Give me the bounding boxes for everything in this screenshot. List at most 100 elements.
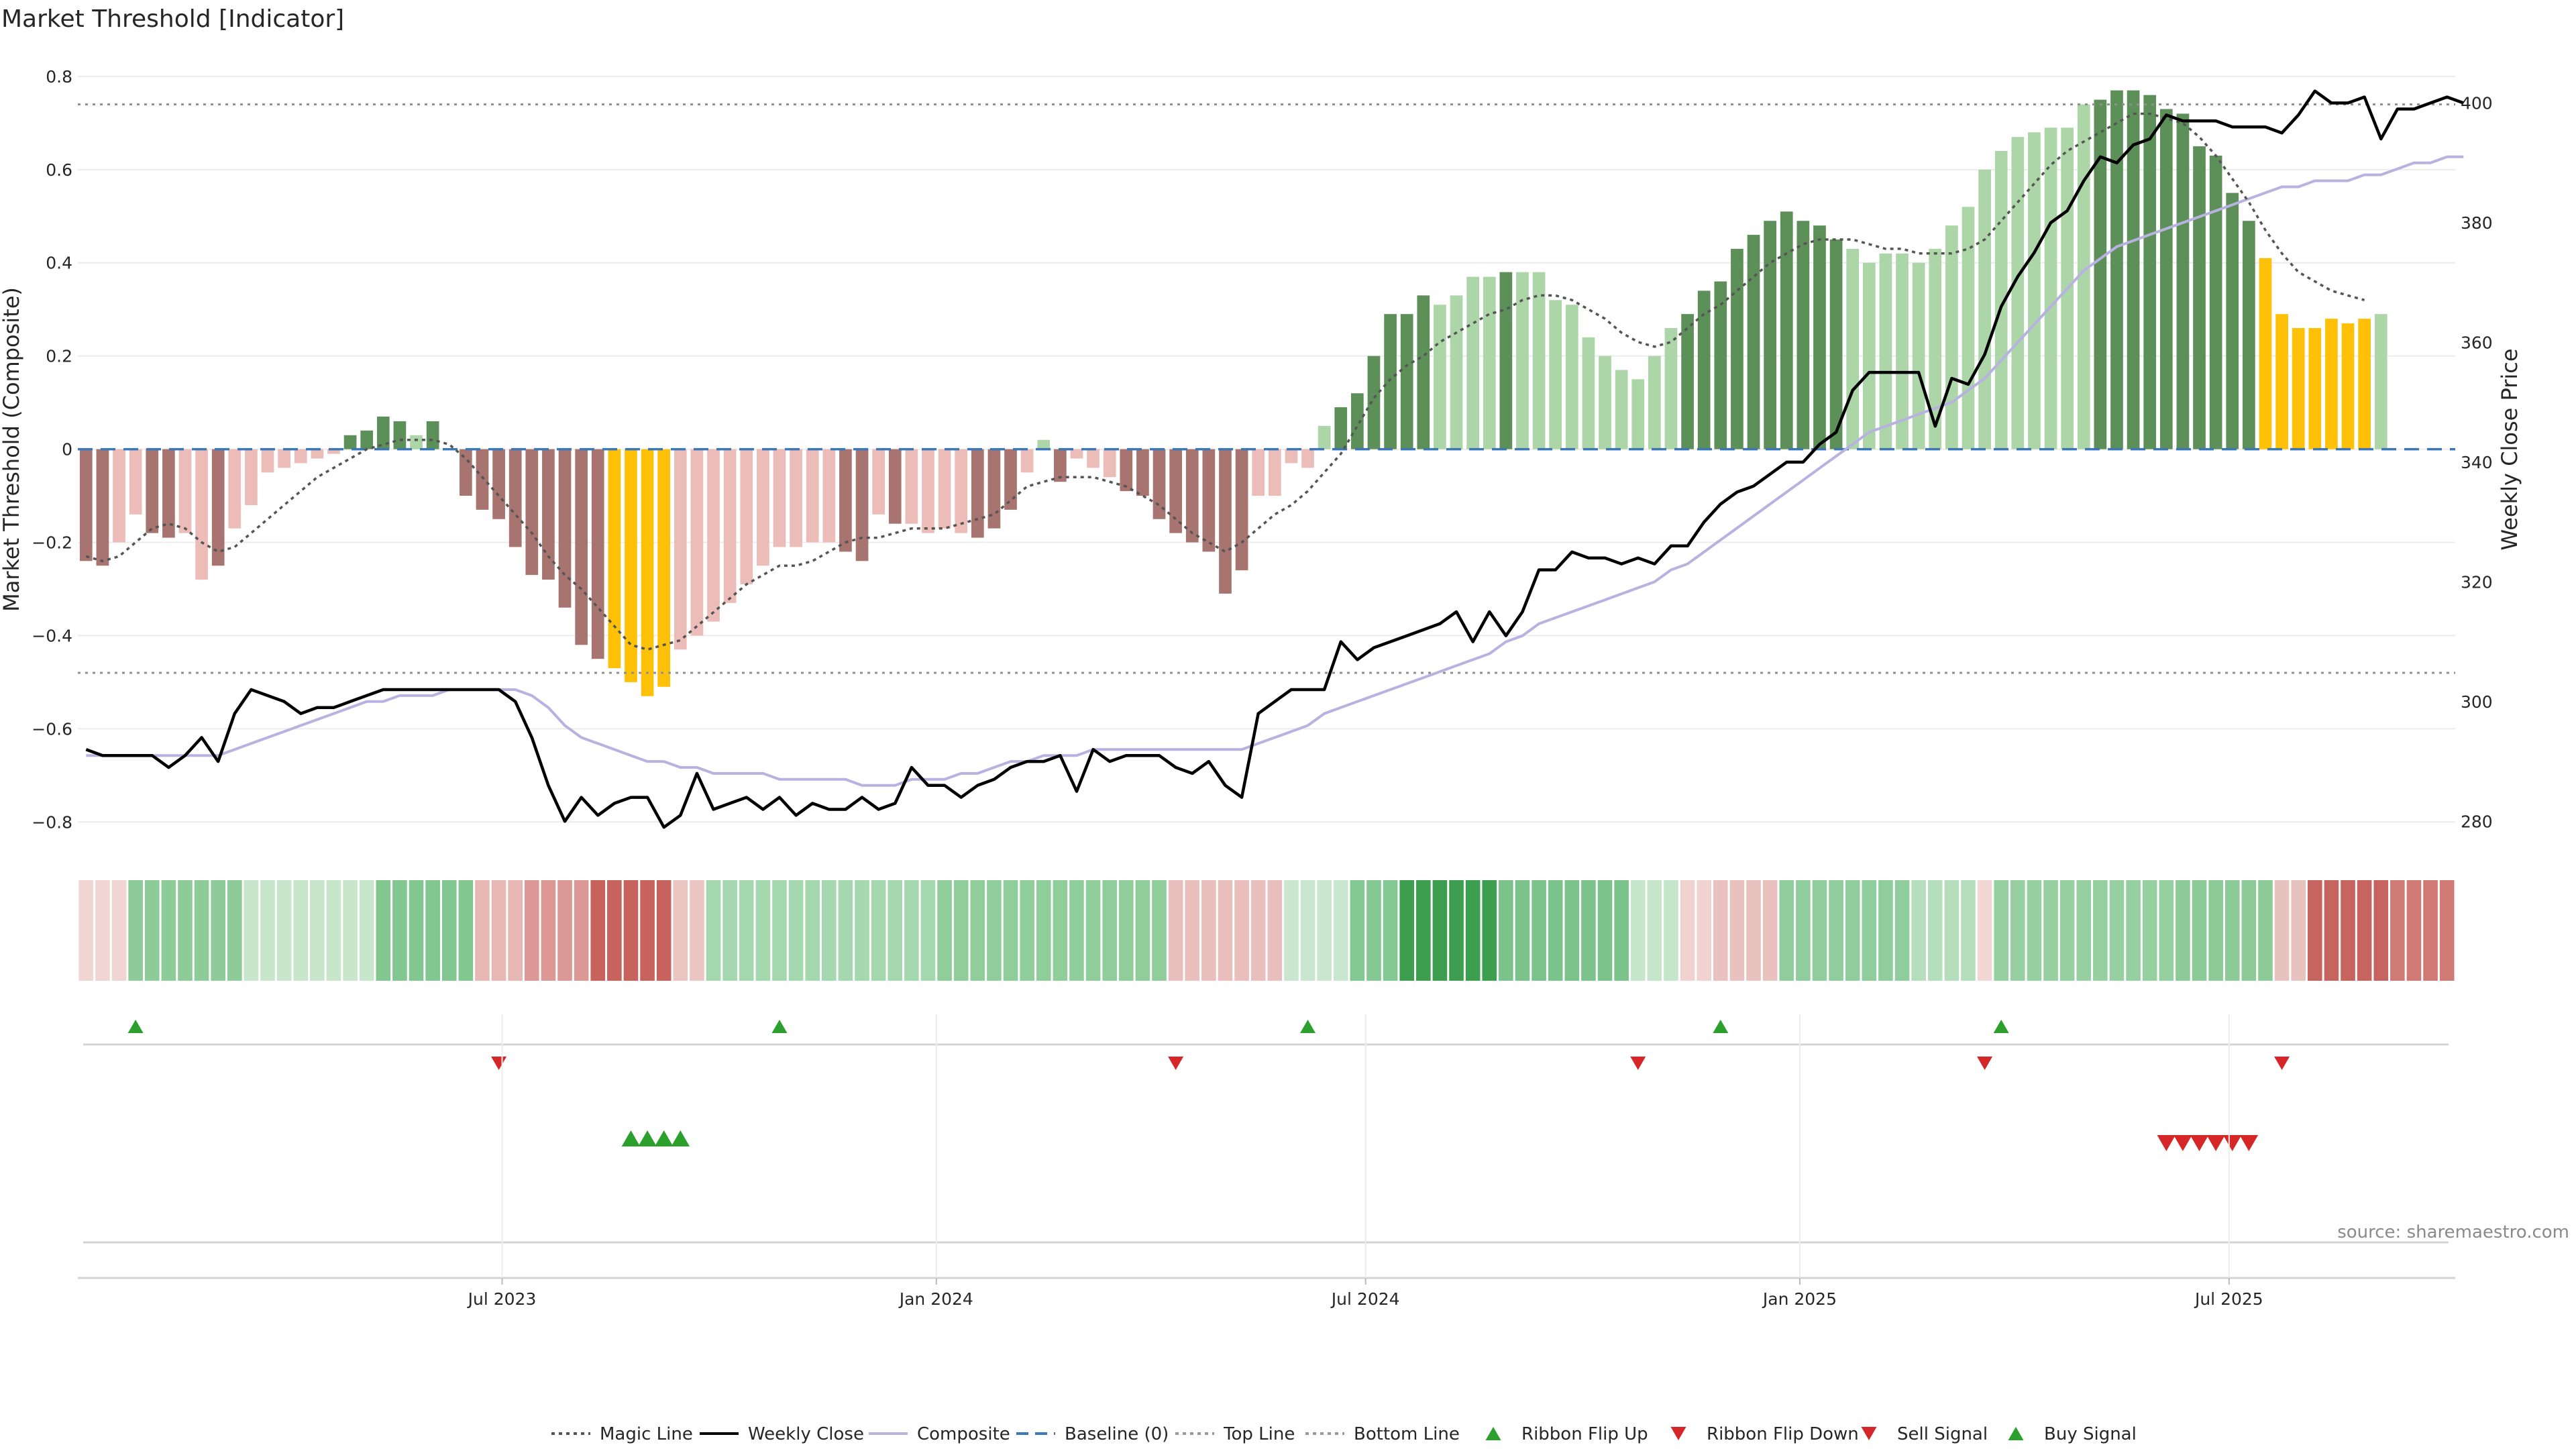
composite-bar-135 bbox=[2308, 327, 2322, 449]
composite-bar-103 bbox=[1780, 211, 1793, 449]
ribbon-cell-70 bbox=[1234, 880, 1249, 981]
composite-bar-121 bbox=[2077, 104, 2090, 449]
ribbon-cell-138 bbox=[2357, 880, 2372, 981]
ribbon-cell-53 bbox=[953, 880, 969, 981]
ribbon-cell-19 bbox=[392, 880, 407, 981]
sell-signal-marker-5 bbox=[2239, 1135, 2259, 1151]
ribbon-cell-21 bbox=[425, 880, 440, 981]
left-axis-label: Market Threshold (Composite) bbox=[0, 287, 24, 612]
ribbon-cell-106 bbox=[1829, 880, 1843, 981]
composite-bar-83 bbox=[1450, 295, 1463, 449]
ribbon-cell-0 bbox=[78, 880, 94, 981]
ribbon-cell-63 bbox=[1119, 880, 1134, 981]
ribbon-cell-68 bbox=[1201, 880, 1216, 981]
legend-label-7: Ribbon Flip Down bbox=[1707, 1424, 1859, 1444]
buy-signal-marker-0 bbox=[621, 1130, 641, 1146]
ribbon-flip-down-marker-0 bbox=[491, 1057, 507, 1070]
composite-bar-130 bbox=[2226, 193, 2239, 449]
composite-bars bbox=[79, 90, 2387, 696]
composite-bar-31 bbox=[591, 449, 604, 659]
ribbon-flip-up-marker-1 bbox=[771, 1020, 788, 1033]
composite-bar-113 bbox=[1945, 225, 1958, 449]
composite-bar-96 bbox=[1664, 327, 1678, 449]
legend-label-6: Ribbon Flip Up bbox=[1521, 1424, 1648, 1444]
ribbon-cell-51 bbox=[920, 880, 936, 981]
legend: Magic Line Weekly Close Composite Baseline … bbox=[551, 1424, 2137, 1444]
left-tick-label-0: 0.8 bbox=[46, 67, 72, 87]
left-tick-label-6: −0.4 bbox=[32, 626, 72, 645]
ribbon-cell-77 bbox=[1350, 880, 1365, 981]
ribbon-cell-31 bbox=[590, 880, 606, 981]
ribbon-cell-124 bbox=[2126, 880, 2141, 981]
composite-bar-139 bbox=[2374, 314, 2387, 449]
buy-signal-marker-1 bbox=[638, 1130, 657, 1146]
legend-label-0: Magic Line bbox=[600, 1424, 693, 1444]
ribbon-cell-83 bbox=[1449, 880, 1464, 981]
ribbon-cell-121 bbox=[2076, 880, 2092, 981]
ribbon-cell-7 bbox=[194, 880, 209, 981]
composite-bar-118 bbox=[2028, 132, 2041, 449]
ribbon-cell-61 bbox=[1085, 880, 1101, 981]
ribbon-cell-133 bbox=[2274, 880, 2290, 981]
composite-bar-45 bbox=[822, 449, 836, 543]
composite-bar-93 bbox=[1615, 370, 1628, 449]
composite-bar-94 bbox=[1631, 379, 1645, 449]
composite-bar-7 bbox=[195, 449, 208, 580]
ribbon-cell-13 bbox=[293, 880, 309, 981]
composite-bar-75 bbox=[1318, 425, 1331, 449]
ribbon-cell-112 bbox=[1927, 880, 1943, 981]
ribbon-cell-88 bbox=[1532, 880, 1546, 981]
legend-label-4: Top Line bbox=[1223, 1424, 1295, 1444]
composite-bar-29 bbox=[558, 449, 572, 608]
composite-bar-47 bbox=[855, 449, 869, 561]
ribbon-cell-92 bbox=[1597, 880, 1613, 981]
ribbon-cell-72 bbox=[1267, 880, 1283, 981]
composite-bar-12 bbox=[278, 449, 290, 468]
ribbon-cell-101 bbox=[1746, 880, 1761, 981]
ribbon-cell-108 bbox=[1862, 880, 1877, 981]
ribbon-cell-100 bbox=[1729, 880, 1745, 981]
composite-bar-131 bbox=[2243, 221, 2255, 449]
ribbon-cell-86 bbox=[1499, 880, 1513, 981]
ribbon-cell-79 bbox=[1383, 880, 1398, 981]
composite-bar-132 bbox=[2259, 258, 2272, 449]
composite-bar-57 bbox=[1020, 449, 1034, 473]
composite-bar-16 bbox=[343, 435, 357, 449]
composite-bar-85 bbox=[1483, 276, 1496, 449]
left-tick-label-3: 0.2 bbox=[46, 347, 72, 366]
ribbon-cell-71 bbox=[1250, 880, 1266, 981]
composite-bar-76 bbox=[1334, 407, 1348, 449]
composite-bar-98 bbox=[1697, 290, 1711, 449]
weekly-close-line bbox=[85, 89, 2465, 829]
ribbon-cell-130 bbox=[2224, 880, 2240, 981]
composite-bar-43 bbox=[790, 449, 802, 547]
left-tick-label-5: −0.2 bbox=[32, 533, 72, 553]
ribbon-flip-down-marker-2 bbox=[1630, 1057, 1646, 1070]
composite-bar-70 bbox=[1235, 449, 1248, 571]
ribbon-cell-129 bbox=[2208, 880, 2223, 981]
signal-panel bbox=[83, 1130, 2449, 1244]
composite-bar-124 bbox=[2127, 90, 2140, 449]
ribbon-cell-20 bbox=[409, 880, 424, 981]
x-tick-label-2: Jul 2024 bbox=[1330, 1289, 1400, 1309]
ribbon-cell-84 bbox=[1465, 880, 1481, 981]
right-tick-label-6: 280 bbox=[2461, 812, 2493, 831]
composite-bar-6 bbox=[178, 449, 192, 533]
ribbon-cell-117 bbox=[2010, 880, 2025, 981]
ribbon-cell-33 bbox=[623, 880, 639, 981]
composite-bar-33 bbox=[625, 449, 637, 682]
ribbon-cell-82 bbox=[1432, 880, 1448, 981]
ribbon-cell-39 bbox=[722, 880, 737, 981]
composite-bar-53 bbox=[955, 449, 968, 533]
ribbon-cell-127 bbox=[2176, 880, 2190, 981]
ribbon-flip-up-marker-3 bbox=[1713, 1020, 1729, 1033]
ribbon-cell-1 bbox=[95, 880, 110, 981]
composite-bar-50 bbox=[905, 449, 918, 524]
composite-bar-133 bbox=[2275, 314, 2288, 449]
ribbon-cell-50 bbox=[904, 880, 919, 981]
ribbon-cell-30 bbox=[574, 880, 589, 981]
composite-bar-134 bbox=[2292, 327, 2305, 449]
left-tick-label-7: −0.6 bbox=[32, 719, 72, 739]
composite-bar-15 bbox=[327, 449, 340, 454]
